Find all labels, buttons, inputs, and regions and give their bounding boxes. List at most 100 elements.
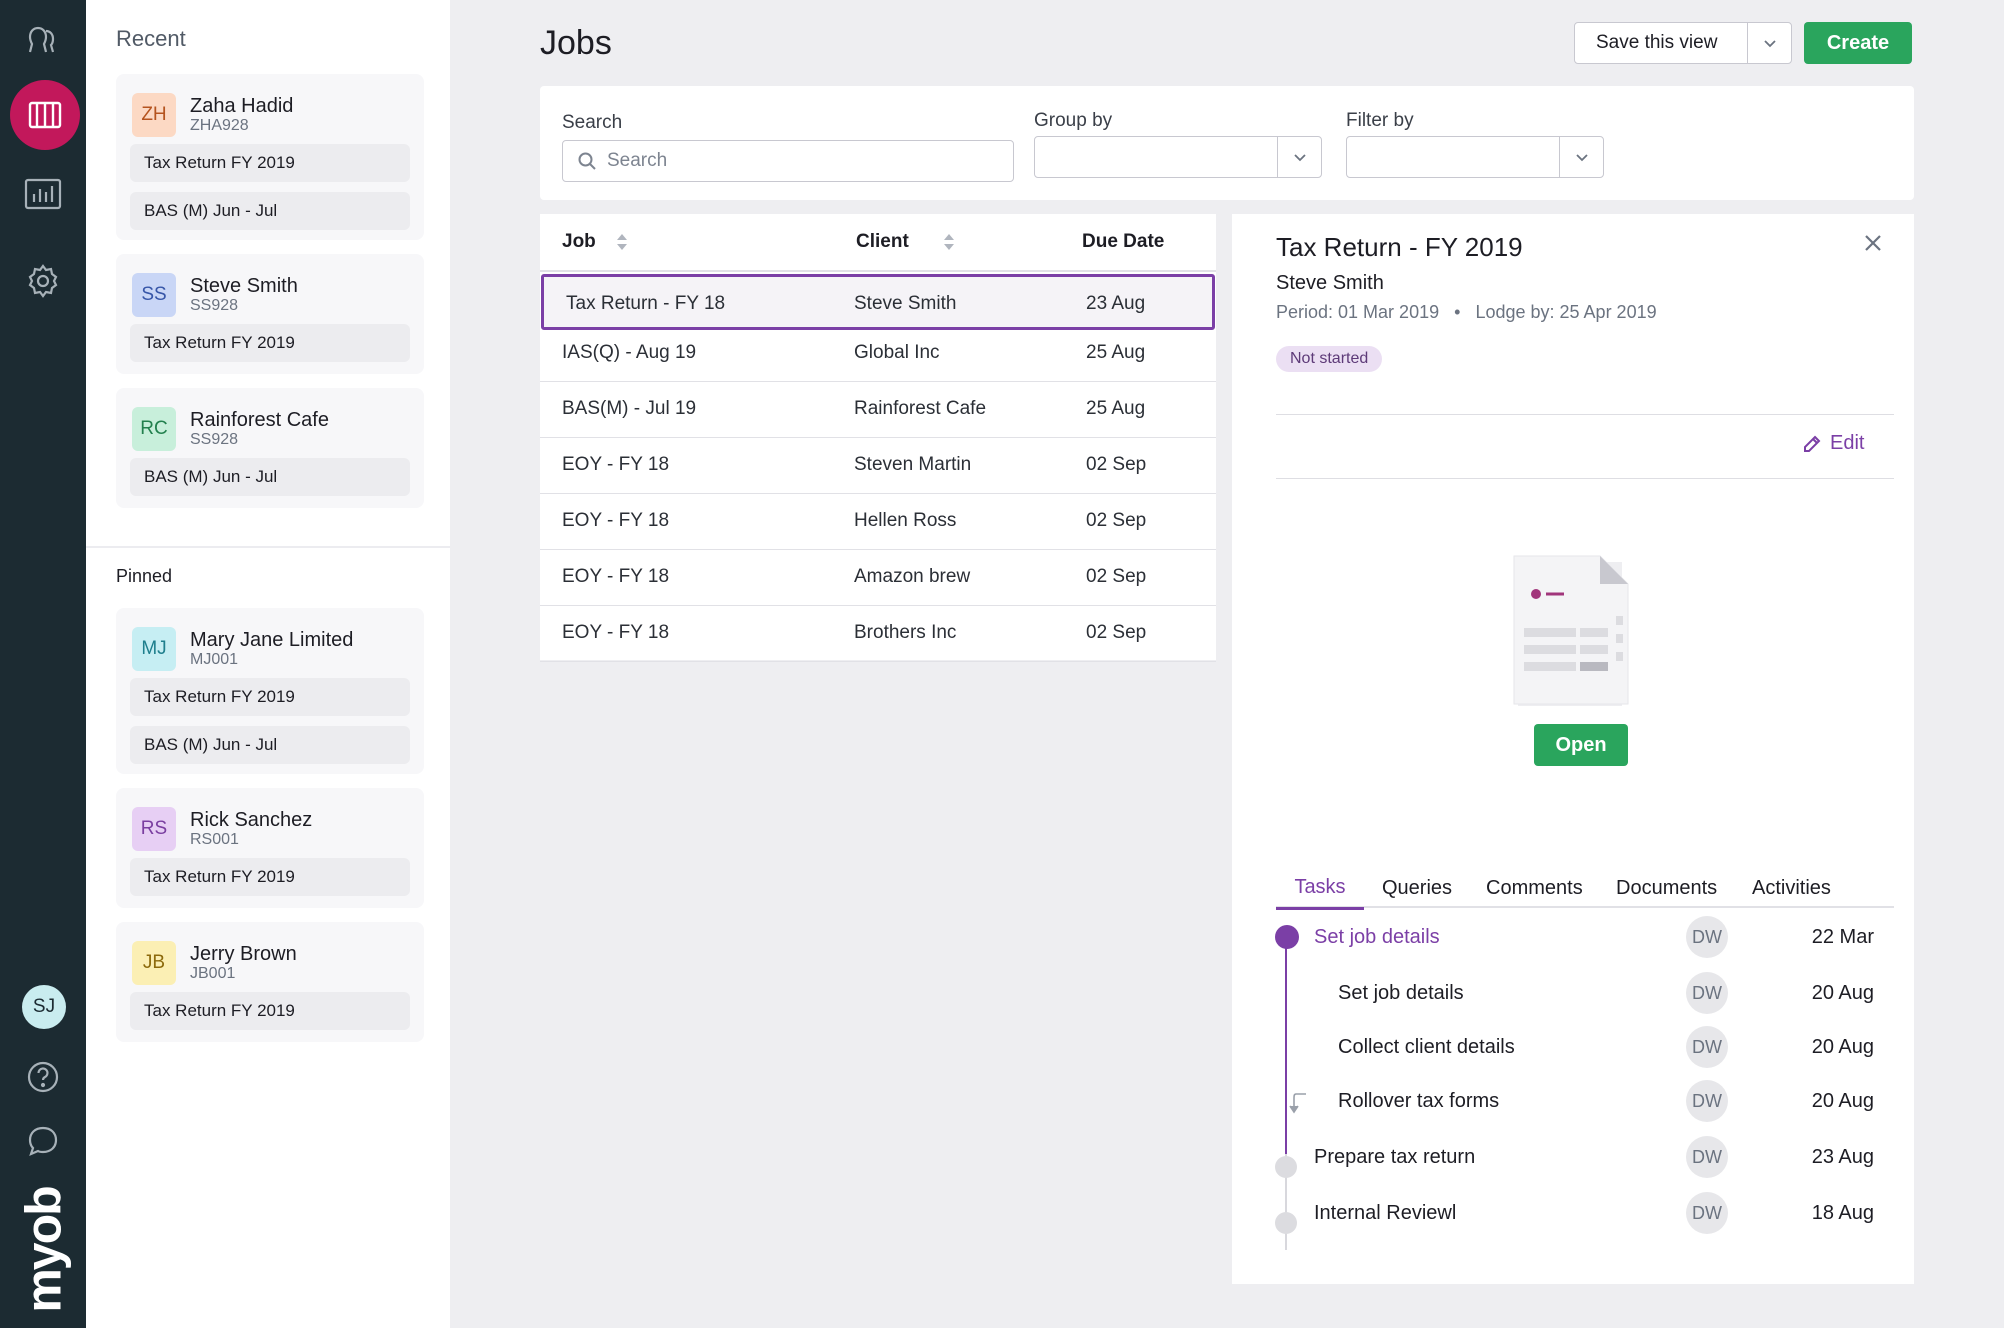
timeline-dot <box>1275 1212 1297 1234</box>
task-row[interactable]: Set job details DW 20 Aug <box>1276 968 1894 1018</box>
table-row[interactable]: EOY - FY 18 Brothers Inc 02 Sep <box>540 606 1216 662</box>
due-date-cell: 02 Sep <box>1086 566 1147 587</box>
search-input[interactable]: Search <box>562 140 1014 182</box>
task-row[interactable]: Prepare tax return DW 23 Aug <box>1276 1132 1894 1182</box>
tab-activities[interactable]: Activities <box>1752 876 1831 899</box>
client-cell: Hellen Ross <box>854 510 957 531</box>
task-row[interactable]: Rollover tax forms DW 20 Aug <box>1276 1076 1894 1126</box>
sort-icon[interactable] <box>616 233 628 251</box>
filter-by-label: Filter by <box>1346 110 1414 131</box>
client-card-zaha-hadid[interactable]: ZH Zaha Hadid ZHA928 Tax Return FY 2019 … <box>116 74 424 240</box>
reports-icon[interactable] <box>0 172 86 218</box>
job-pill[interactable]: Tax Return FY 2019 <box>130 992 410 1030</box>
task-date: 22 Mar <box>1811 925 1874 948</box>
detail-tabs: Tasks Queries Comments Documents Activit… <box>1276 868 1894 910</box>
chevron-down-icon[interactable] <box>1277 137 1321 177</box>
table-row[interactable]: EOY - FY 18 Amazon brew 02 Sep <box>540 550 1216 606</box>
tab-documents[interactable]: Documents <box>1616 876 1718 899</box>
client-cell: Global Inc <box>854 342 940 363</box>
job-pill[interactable]: Tax Return FY 2019 <box>130 144 410 182</box>
job-pill[interactable]: Tax Return FY 2019 <box>130 678 410 716</box>
search-label: Search <box>562 112 623 133</box>
settings-icon[interactable] <box>0 258 86 304</box>
column-header-client[interactable]: Client <box>856 214 955 270</box>
user-avatar[interactable]: SJ <box>22 985 66 1029</box>
tab-queries[interactable]: Queries <box>1382 876 1453 899</box>
tab-tasks[interactable]: Tasks <box>1276 868 1364 910</box>
task-name[interactable]: Internal Reviewl <box>1314 1201 1457 1224</box>
job-client: Steve Smith <box>1276 272 1384 294</box>
job-detail-panel: Tax Return - FY 2019 Steve Smith Period:… <box>1232 214 1914 1284</box>
search-placeholder: Search <box>607 150 668 171</box>
task-name[interactable]: Rollover tax forms <box>1338 1089 1500 1112</box>
close-icon[interactable] <box>1858 228 1888 258</box>
task-row[interactable]: Internal Reviewl DW 18 Aug <box>1276 1188 1894 1238</box>
client-code: SS928 <box>190 297 239 314</box>
client-cell: Steven Martin <box>854 454 972 475</box>
jobs-board-icon[interactable] <box>10 80 80 150</box>
client-card-steve-smith[interactable]: SS Steve Smith SS928 Tax Return FY 2019 <box>116 254 424 374</box>
page-title: Jobs <box>540 24 612 62</box>
chevron-down-icon[interactable] <box>1559 137 1603 177</box>
job-cell: EOY - FY 18 <box>562 510 670 531</box>
task-date: 20 Aug <box>1811 1035 1874 1058</box>
job-cell: EOY - FY 18 <box>562 566 670 587</box>
help-icon[interactable] <box>0 1054 86 1100</box>
job-cell: Tax Return - FY 18 <box>566 293 726 314</box>
client-initials: SS <box>132 273 176 317</box>
open-button[interactable]: Open <box>1534 724 1628 766</box>
column-header-due-date[interactable]: Due Date <box>1082 214 1164 270</box>
detail-divider <box>1276 478 1894 479</box>
chat-icon[interactable] <box>0 1118 86 1164</box>
assignee-avatar: DW <box>1686 1026 1728 1068</box>
search-icon <box>578 152 596 170</box>
client-code: SS928 <box>190 431 239 448</box>
client-card-rainforest-cafe[interactable]: RC Rainforest Cafe SS928 BAS (M) Jun - J… <box>116 388 424 508</box>
job-cell: BAS(M) - Jul 19 <box>562 398 697 419</box>
task-date: 23 Aug <box>1811 1145 1874 1168</box>
table-row[interactable]: EOY - FY 18 Steven Martin 02 Sep <box>540 438 1216 494</box>
subtask-arrow-icon <box>1289 1093 1306 1114</box>
task-name[interactable]: Set job details <box>1338 981 1464 1004</box>
sort-icon[interactable] <box>943 233 955 251</box>
job-pill[interactable]: BAS (M) Jun - Jul <box>130 458 410 496</box>
job-pill[interactable]: BAS (M) Jun - Jul <box>130 192 410 230</box>
client-card-jerry-brown[interactable]: JB Jerry Brown JB001 Tax Return FY 2019 <box>116 922 424 1042</box>
table-row[interactable]: BAS(M) - Jul 19 Rainforest Cafe 25 Aug <box>540 382 1216 438</box>
client-name: Rainforest Cafe <box>190 409 329 431</box>
filter-by-select[interactable] <box>1346 136 1604 178</box>
save-view-label: Save this view <box>1596 32 1718 53</box>
separator-dot: • <box>1454 302 1461 322</box>
edit-button[interactable]: Edit <box>1802 432 1864 455</box>
table-row[interactable]: Tax Return - FY 18 Steve Smith 23 Aug <box>541 274 1215 330</box>
tab-comments[interactable]: Comments <box>1486 876 1583 899</box>
task-name[interactable]: Set job details <box>1314 925 1440 948</box>
job-pill[interactable]: BAS (M) Jun - Jul <box>130 726 410 764</box>
table-row[interactable]: IAS(Q) - Aug 19 Global Inc 25 Aug <box>540 326 1216 382</box>
client-card-mary-jane-limited[interactable]: MJ Mary Jane Limited MJ001 Tax Return FY… <box>116 608 424 774</box>
column-header-job[interactable]: Job <box>562 214 628 270</box>
table-row[interactable]: EOY - FY 18 Hellen Ross 02 Sep <box>540 494 1216 550</box>
chevron-down-icon[interactable] <box>1747 23 1791 63</box>
job-pill[interactable]: Tax Return FY 2019 <box>130 858 410 896</box>
group-by-select[interactable] <box>1034 136 1322 178</box>
task-row[interactable]: Collect client details DW 20 Aug <box>1276 1022 1894 1072</box>
recent-title: Recent <box>116 26 186 51</box>
client-cell: Steve Smith <box>854 293 957 314</box>
users-icon[interactable] <box>0 18 86 64</box>
save-view-button[interactable]: Save this view <box>1574 22 1792 64</box>
client-initials: RC <box>132 407 176 451</box>
job-cell: EOY - FY 18 <box>562 622 670 643</box>
client-name: Steve Smith <box>190 275 298 297</box>
filters-panel: Search Search Group by Filter by <box>540 86 1914 200</box>
task-name[interactable]: Collect client details <box>1338 1035 1515 1058</box>
create-button[interactable]: Create <box>1804 22 1912 64</box>
client-code: MJ001 <box>190 651 239 668</box>
task-name[interactable]: Prepare tax return <box>1314 1145 1476 1168</box>
client-card-rick-sanchez[interactable]: RS Rick Sanchez RS001 Tax Return FY 2019 <box>116 788 424 908</box>
task-row[interactable]: Set job details DW 22 Mar <box>1276 912 1894 962</box>
document-icon <box>1512 554 1632 710</box>
pinned-title: Pinned <box>116 566 173 586</box>
detail-divider <box>1276 414 1894 415</box>
job-pill[interactable]: Tax Return FY 2019 <box>130 324 410 362</box>
